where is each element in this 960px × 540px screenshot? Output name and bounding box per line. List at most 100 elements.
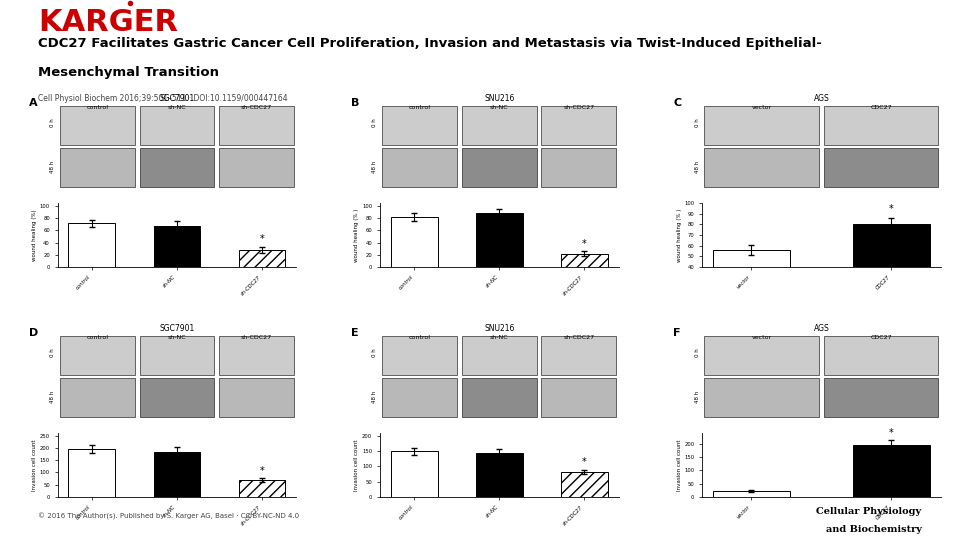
Y-axis label: Invasion cell count: Invasion cell count [677,439,682,491]
Text: and Biochemistry: and Biochemistry [826,525,922,534]
Title: AGS: AGS [813,93,829,103]
FancyBboxPatch shape [541,336,616,375]
Bar [852,225,930,309]
Text: 48 h: 48 h [50,160,56,173]
Text: 0 h: 0 h [372,118,377,126]
Text: control: control [409,105,431,110]
FancyBboxPatch shape [219,106,294,145]
Text: Cell Physiol Biochem 2016;39:501–511 · DOI:10.1159/000447164: Cell Physiol Biochem 2016;39:501–511 · D… [38,94,288,103]
FancyBboxPatch shape [705,336,819,375]
Text: Cellular Physiology: Cellular Physiology [816,508,922,516]
Text: sh-CDC27: sh-CDC27 [241,105,272,110]
FancyBboxPatch shape [541,378,616,417]
FancyBboxPatch shape [60,336,134,375]
FancyBboxPatch shape [824,378,939,417]
Text: sh-NC: sh-NC [490,335,509,340]
Text: F: F [674,328,681,338]
Text: E: E [351,328,359,338]
Bar [154,226,201,267]
Text: *: * [889,428,894,438]
FancyBboxPatch shape [824,336,939,375]
FancyBboxPatch shape [139,106,214,145]
Text: CDC27 Facilitates Gastric Cancer Cell Proliferation, Invasion and Metastasis via: CDC27 Facilitates Gastric Cancer Cell Pr… [38,37,823,50]
Bar [239,250,285,267]
Bar [852,445,930,497]
Bar [476,213,522,267]
Text: 48 h: 48 h [372,160,377,173]
Y-axis label: Invasion cell count: Invasion cell count [32,439,37,491]
FancyBboxPatch shape [705,106,819,145]
Text: *: * [259,234,264,244]
Text: *: * [582,457,587,467]
Text: sh-NC: sh-NC [490,105,509,110]
FancyBboxPatch shape [382,336,457,375]
FancyBboxPatch shape [462,106,537,145]
FancyBboxPatch shape [541,106,616,145]
FancyBboxPatch shape [824,106,939,145]
Text: *: * [259,465,264,476]
FancyBboxPatch shape [824,148,939,187]
Text: sh-CDC27: sh-CDC27 [564,335,594,340]
Text: control: control [86,105,108,110]
Text: sh-CDC27: sh-CDC27 [241,335,272,340]
Text: *: * [889,204,894,214]
Text: sh-CDC27: sh-CDC27 [564,105,594,110]
FancyBboxPatch shape [462,148,537,187]
FancyBboxPatch shape [541,148,616,187]
Bar [68,223,115,267]
Bar [239,480,285,497]
Title: SGC7901: SGC7901 [159,93,195,103]
Text: sh-NC: sh-NC [168,335,186,340]
Text: 48 h: 48 h [372,390,377,403]
Bar [713,491,790,497]
Text: 48 h: 48 h [695,390,700,403]
Text: vector: vector [752,335,772,340]
Text: CDC27: CDC27 [871,335,892,340]
Text: 0 h: 0 h [50,118,56,126]
Y-axis label: wound healing (%): wound healing (%) [32,209,37,261]
Bar [476,453,522,497]
FancyBboxPatch shape [60,148,134,187]
FancyBboxPatch shape [139,378,214,417]
Bar [561,472,608,497]
Bar [68,449,115,497]
Text: CDC27: CDC27 [871,105,892,110]
FancyBboxPatch shape [382,378,457,417]
Text: Mesenchymal Transition: Mesenchymal Transition [38,66,220,79]
Bar [391,451,438,497]
Y-axis label: wound healing (% ): wound healing (% ) [677,208,682,262]
Title: SGC7901: SGC7901 [159,323,195,333]
FancyBboxPatch shape [382,106,457,145]
Text: 0 h: 0 h [695,348,700,356]
Text: 48 h: 48 h [695,160,700,173]
Bar [391,217,438,267]
Text: *: * [582,239,587,248]
Bar [713,250,790,309]
Title: AGS: AGS [813,323,829,333]
FancyBboxPatch shape [705,378,819,417]
Text: control: control [86,335,108,340]
FancyBboxPatch shape [139,336,214,375]
FancyBboxPatch shape [219,336,294,375]
Text: D: D [29,328,38,338]
FancyBboxPatch shape [60,378,134,417]
Y-axis label: Invasion cell count: Invasion cell count [354,439,359,491]
Text: 0 h: 0 h [695,118,700,126]
Text: KARGER: KARGER [38,8,179,37]
FancyBboxPatch shape [382,148,457,187]
Title: SNU216: SNU216 [484,93,515,103]
Bar [154,451,201,497]
Text: C: C [674,98,682,108]
FancyBboxPatch shape [219,378,294,417]
Text: B: B [351,98,360,108]
Bar [561,253,608,267]
Y-axis label: wound healing (% ): wound healing (% ) [354,208,359,262]
FancyBboxPatch shape [705,148,819,187]
Title: SNU216: SNU216 [484,323,515,333]
FancyBboxPatch shape [139,148,214,187]
Text: A: A [29,98,37,108]
Text: 0 h: 0 h [50,348,56,356]
Text: vector: vector [752,105,772,110]
Text: 0 h: 0 h [372,348,377,356]
FancyBboxPatch shape [60,106,134,145]
